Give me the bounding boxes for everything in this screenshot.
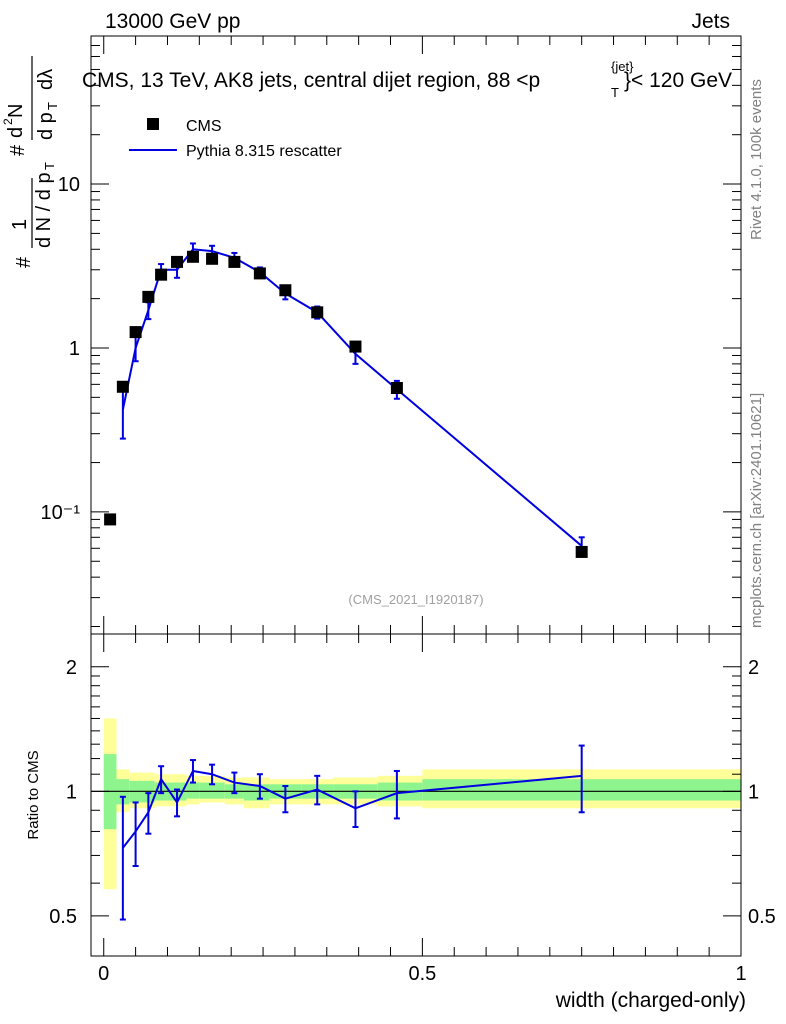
side-mcplots-label: mcplots.cern.ch [arXiv:2401.10621]	[748, 393, 765, 628]
cms-point-4	[155, 268, 168, 281]
cms-point-3	[142, 290, 155, 303]
plot-title: CMS, 13 TeV, AK8 jets, central dijet reg…	[82, 69, 540, 92]
ylabel-numerator-N: N	[5, 104, 27, 118]
ylabel-hash-1: #	[13, 256, 35, 268]
cms-point-14	[575, 545, 588, 558]
plot-title-main: CMS, 13 TeV, AK8 jets, central dijet reg…	[82, 69, 540, 92]
xtick-label-1: 0.5	[408, 963, 436, 985]
x-axis-label: width (charged-only)	[555, 989, 746, 1012]
legend-pythia-label: Pythia 8.315 rescatter	[186, 143, 342, 160]
legend-cms-marker	[147, 118, 159, 130]
ratio-ytick-label-right-2: 2	[748, 657, 759, 679]
ylabel-sup-2: 2	[1, 118, 15, 125]
plot-title-end: }< 120 GeV	[624, 69, 732, 92]
xtick-label-0: 0	[98, 963, 109, 985]
cms-point-12	[349, 340, 362, 353]
cms-point-7	[206, 252, 219, 265]
ratio-ytick-label-right-1: 1	[748, 781, 759, 803]
ratio-band-green-6	[186, 782, 200, 799]
ylabel-dlambda: dλ	[35, 69, 57, 90]
cms-point-13	[390, 382, 403, 395]
header-energy: 13000 GeV pp	[105, 10, 240, 33]
cms-point-2	[129, 326, 142, 339]
side-rivet-label: Rivet 4.1.0, 100k events	[748, 79, 765, 240]
cms-point-5	[171, 255, 184, 268]
cms-point-6	[186, 250, 199, 263]
ylabel-one: 1	[9, 219, 31, 230]
ylabel-denominator-2: d p	[35, 112, 57, 140]
ratio-ytick-label-left-1: 1	[66, 781, 77, 803]
plot-title-superscript: {jet}	[611, 59, 634, 74]
ylabel-sub-t-2: T	[45, 102, 60, 110]
cms-point-10	[279, 284, 292, 297]
plot-title-subscript: T	[611, 85, 619, 100]
ylabel-hash-2: #	[7, 144, 29, 156]
ratio-y-axis-label: Ratio to CMS	[25, 750, 42, 839]
cms-point-11	[311, 306, 324, 319]
ylabel-numerator-2: d	[5, 127, 27, 138]
legend-cms-label: CMS	[186, 118, 222, 135]
analysis-watermark: (CMS_2021_I1920187)	[348, 592, 483, 607]
cms-point-8	[228, 255, 241, 268]
main-ytick-label-2: 10	[58, 174, 80, 196]
header-jets: Jets	[691, 10, 730, 33]
ratio-ytick-label-left-0: 0.5	[49, 906, 77, 928]
xtick-label-2: 1	[735, 963, 746, 985]
cms-point-9	[253, 267, 266, 280]
ratio-panel-frame	[90, 633, 742, 957]
ratio-ytick-label-left-2: 2	[66, 657, 77, 679]
ratio-ytick-label-right-0: 0.5	[748, 906, 776, 928]
ylabel-sub-t-1: T	[42, 162, 57, 170]
ratio-band-green-7	[199, 782, 225, 799]
cms-point-1	[116, 380, 129, 393]
pythia-main-line	[121, 248, 583, 547]
ylabel-denominator-1: d N / d p	[33, 172, 55, 248]
main-ytick-label-0: 10⁻¹	[41, 502, 81, 524]
main-y-axis-label: # 1 d N / d p T # d 2 N d p T dλ	[1, 56, 60, 268]
main-ytick-label-1: 1	[69, 338, 80, 360]
pythia-ratio-line	[122, 769, 582, 849]
cms-point-0	[104, 513, 117, 526]
ratio-band-green-9	[243, 784, 270, 801]
